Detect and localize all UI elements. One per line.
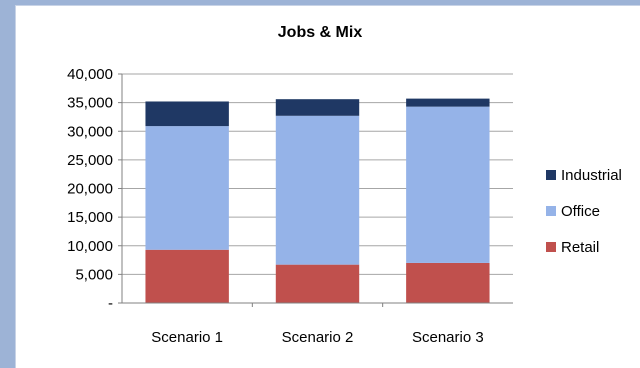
bar-industrial [275, 99, 360, 116]
y-tick-label: 5,000 [75, 266, 113, 283]
legend-label-office: Office [561, 203, 600, 220]
x-tick-label: Scenario 3 [412, 329, 484, 346]
bar-retail [145, 249, 229, 303]
bar-retail [275, 264, 360, 303]
legend-label-industrial: Industrial [561, 167, 622, 184]
bar-office [406, 106, 490, 263]
bar-industrial [406, 98, 490, 107]
x-tick-label: Scenario 2 [282, 329, 354, 346]
y-tick-label: 10,000 [67, 238, 113, 255]
bar-office [145, 126, 229, 250]
legend-swatch-retail [546, 242, 556, 252]
y-tick-label: - [108, 295, 113, 312]
y-tick-label: 20,000 [67, 181, 113, 198]
legend-swatch-industrial [546, 170, 556, 180]
y-tick-label: 40,000 [67, 66, 113, 83]
x-tick-label: Scenario 1 [151, 329, 223, 346]
chart-title: Jobs & Mix [277, 24, 363, 41]
legend-swatch-office [546, 206, 556, 216]
legend-label-retail: Retail [561, 239, 599, 256]
y-tick-label: 35,000 [67, 95, 113, 112]
y-tick-label: 15,000 [67, 209, 113, 226]
y-tick-label: 25,000 [67, 152, 113, 169]
bar-office [275, 115, 360, 265]
y-tick-label: 30,000 [67, 123, 113, 140]
bar-retail [406, 262, 490, 303]
bar-industrial [145, 101, 229, 127]
